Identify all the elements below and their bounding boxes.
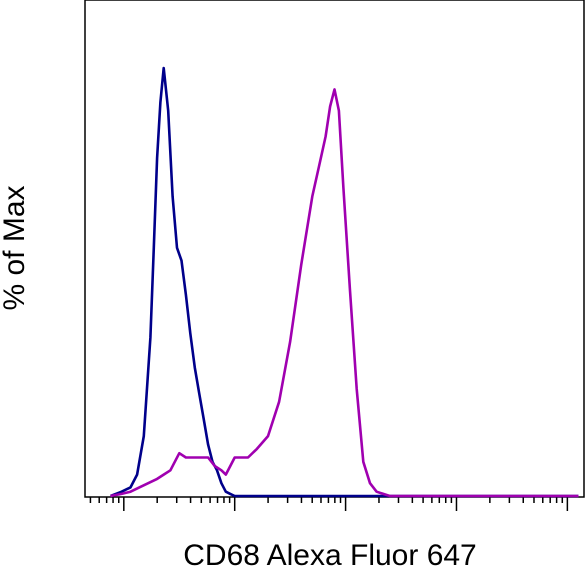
series-layer bbox=[110, 66, 579, 498]
x-axis-label: CD68 Alexa Fluor 647 bbox=[183, 539, 477, 572]
x-axis-ticks bbox=[89, 497, 569, 511]
histogram-series-1 bbox=[110, 66, 579, 498]
plot-frame bbox=[84, 0, 585, 498]
histogram-series-2 bbox=[110, 88, 579, 498]
y-axis-label: % of Max bbox=[0, 185, 31, 310]
